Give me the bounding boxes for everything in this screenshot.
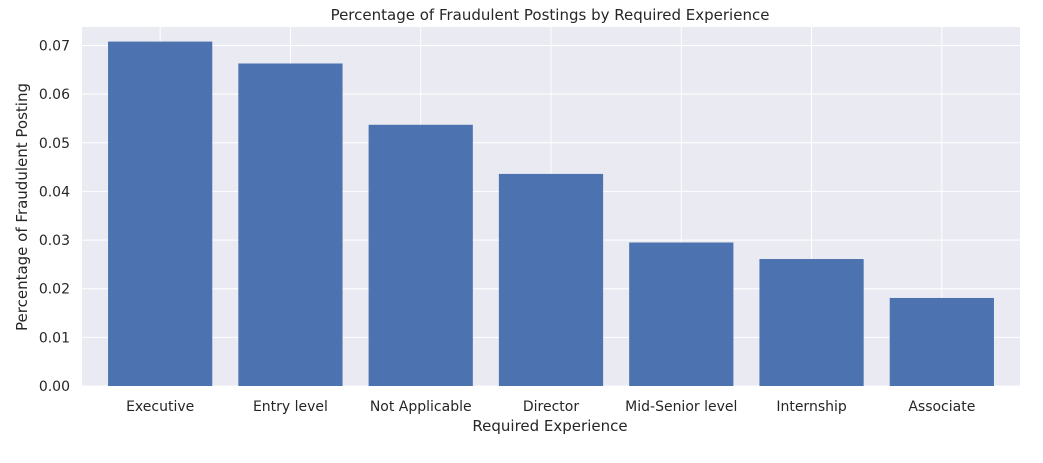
bar [368,124,473,386]
y-tick-label: 0.01 [39,330,70,346]
bar [759,259,864,386]
chart-title: Percentage of Fraudulent Postings by Req… [331,6,770,24]
bar [108,41,213,386]
y-tick-label: 0.04 [39,184,70,200]
x-tick-labels: Executive Entry level Not Applicable Direct… [126,399,975,415]
x-tick-label: Executive [126,399,194,415]
x-tick-label: Director [523,399,579,415]
y-tick-label: 0.03 [39,233,70,249]
x-tick-label: Mid-Senior level [625,399,737,415]
y-tick-label: 0.00 [39,379,70,395]
bar [498,173,604,386]
bar [238,63,343,387]
y-tick-label: 0.05 [39,136,70,152]
x-tick-label: Associate [908,399,975,415]
y-tick-label: 0.06 [39,87,70,103]
x-tick-label: Internship [776,399,847,415]
bar [889,297,994,386]
bars [108,41,994,387]
x-tick-label: Not Applicable [370,399,472,415]
y-tick-label: 0.07 [39,38,70,54]
x-tick-label: Entry level [253,399,328,415]
y-tick-labels: 0.00 0.01 0.02 0.03 0.04 0.05 0.06 0.07 [39,38,70,395]
x-axis-title: Required Experience [472,417,627,435]
y-axis-title: Percentage of Fraudulent Posting [13,83,31,331]
y-tick-label: 0.02 [39,282,70,298]
bar [629,242,734,386]
